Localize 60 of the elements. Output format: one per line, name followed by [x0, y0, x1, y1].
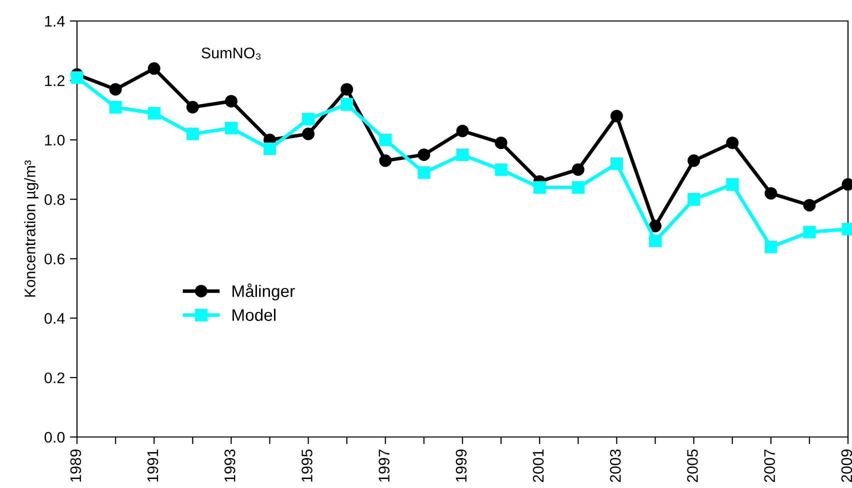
point	[340, 98, 354, 110]
point	[224, 94, 238, 108]
point	[726, 136, 739, 150]
y-tick-label: 0.0	[44, 432, 65, 443]
point	[803, 198, 816, 212]
y-tick-label: 1.4	[45, 16, 65, 27]
point	[572, 163, 584, 176]
x-tick-label: 1999	[456, 450, 467, 482]
x-tick-label: 1997	[378, 450, 390, 482]
y-tick-label: 0.6	[44, 254, 65, 264]
point	[610, 110, 623, 122]
annotation: SumNO₃	[202, 48, 261, 60]
y-tick-label: 0.2	[44, 372, 64, 384]
y-axis-title: Koncentration µg/m³	[24, 160, 38, 297]
point	[148, 106, 160, 120]
point	[764, 240, 778, 254]
point	[186, 100, 199, 114]
point	[688, 154, 700, 167]
point	[302, 112, 315, 126]
point	[533, 181, 546, 194]
point	[418, 166, 430, 179]
x-tick-label: 1989	[70, 450, 82, 482]
point	[494, 163, 508, 176]
point	[109, 83, 122, 96]
point	[726, 178, 739, 191]
x-tick-label: 2007	[764, 450, 775, 482]
x-tick-label: 1991	[147, 450, 158, 482]
point	[494, 136, 508, 150]
point	[610, 157, 623, 170]
x-tick-label: 2003	[610, 449, 621, 482]
x-tick-label: 2009	[841, 450, 852, 482]
point	[109, 100, 122, 114]
point	[148, 62, 160, 75]
point	[70, 71, 84, 84]
point	[379, 134, 392, 146]
point	[764, 187, 778, 200]
y-tick-label: 1.0	[45, 134, 65, 146]
point	[803, 226, 816, 238]
point	[224, 122, 238, 134]
y-tick-label: 0.4	[44, 313, 65, 324]
point	[302, 128, 315, 140]
point	[456, 148, 469, 161]
point	[649, 234, 662, 248]
x-tick-label: 2005	[687, 449, 698, 482]
point	[688, 193, 700, 206]
y-tick-label: 1.2	[45, 75, 64, 86]
point	[418, 148, 430, 161]
x-tick-label: 1993	[224, 449, 236, 482]
x-tick-label: 1995	[302, 449, 312, 482]
point	[649, 220, 662, 232]
point	[379, 154, 392, 167]
point	[186, 128, 199, 140]
point	[456, 124, 469, 138]
x-tick-label: 2001	[532, 450, 544, 482]
legend-label: Model	[232, 308, 276, 321]
legend-label: Målinger	[232, 284, 295, 300]
point	[264, 142, 276, 156]
point	[340, 83, 354, 96]
y-tick-label: 0.8	[44, 194, 65, 205]
point	[572, 181, 584, 194]
